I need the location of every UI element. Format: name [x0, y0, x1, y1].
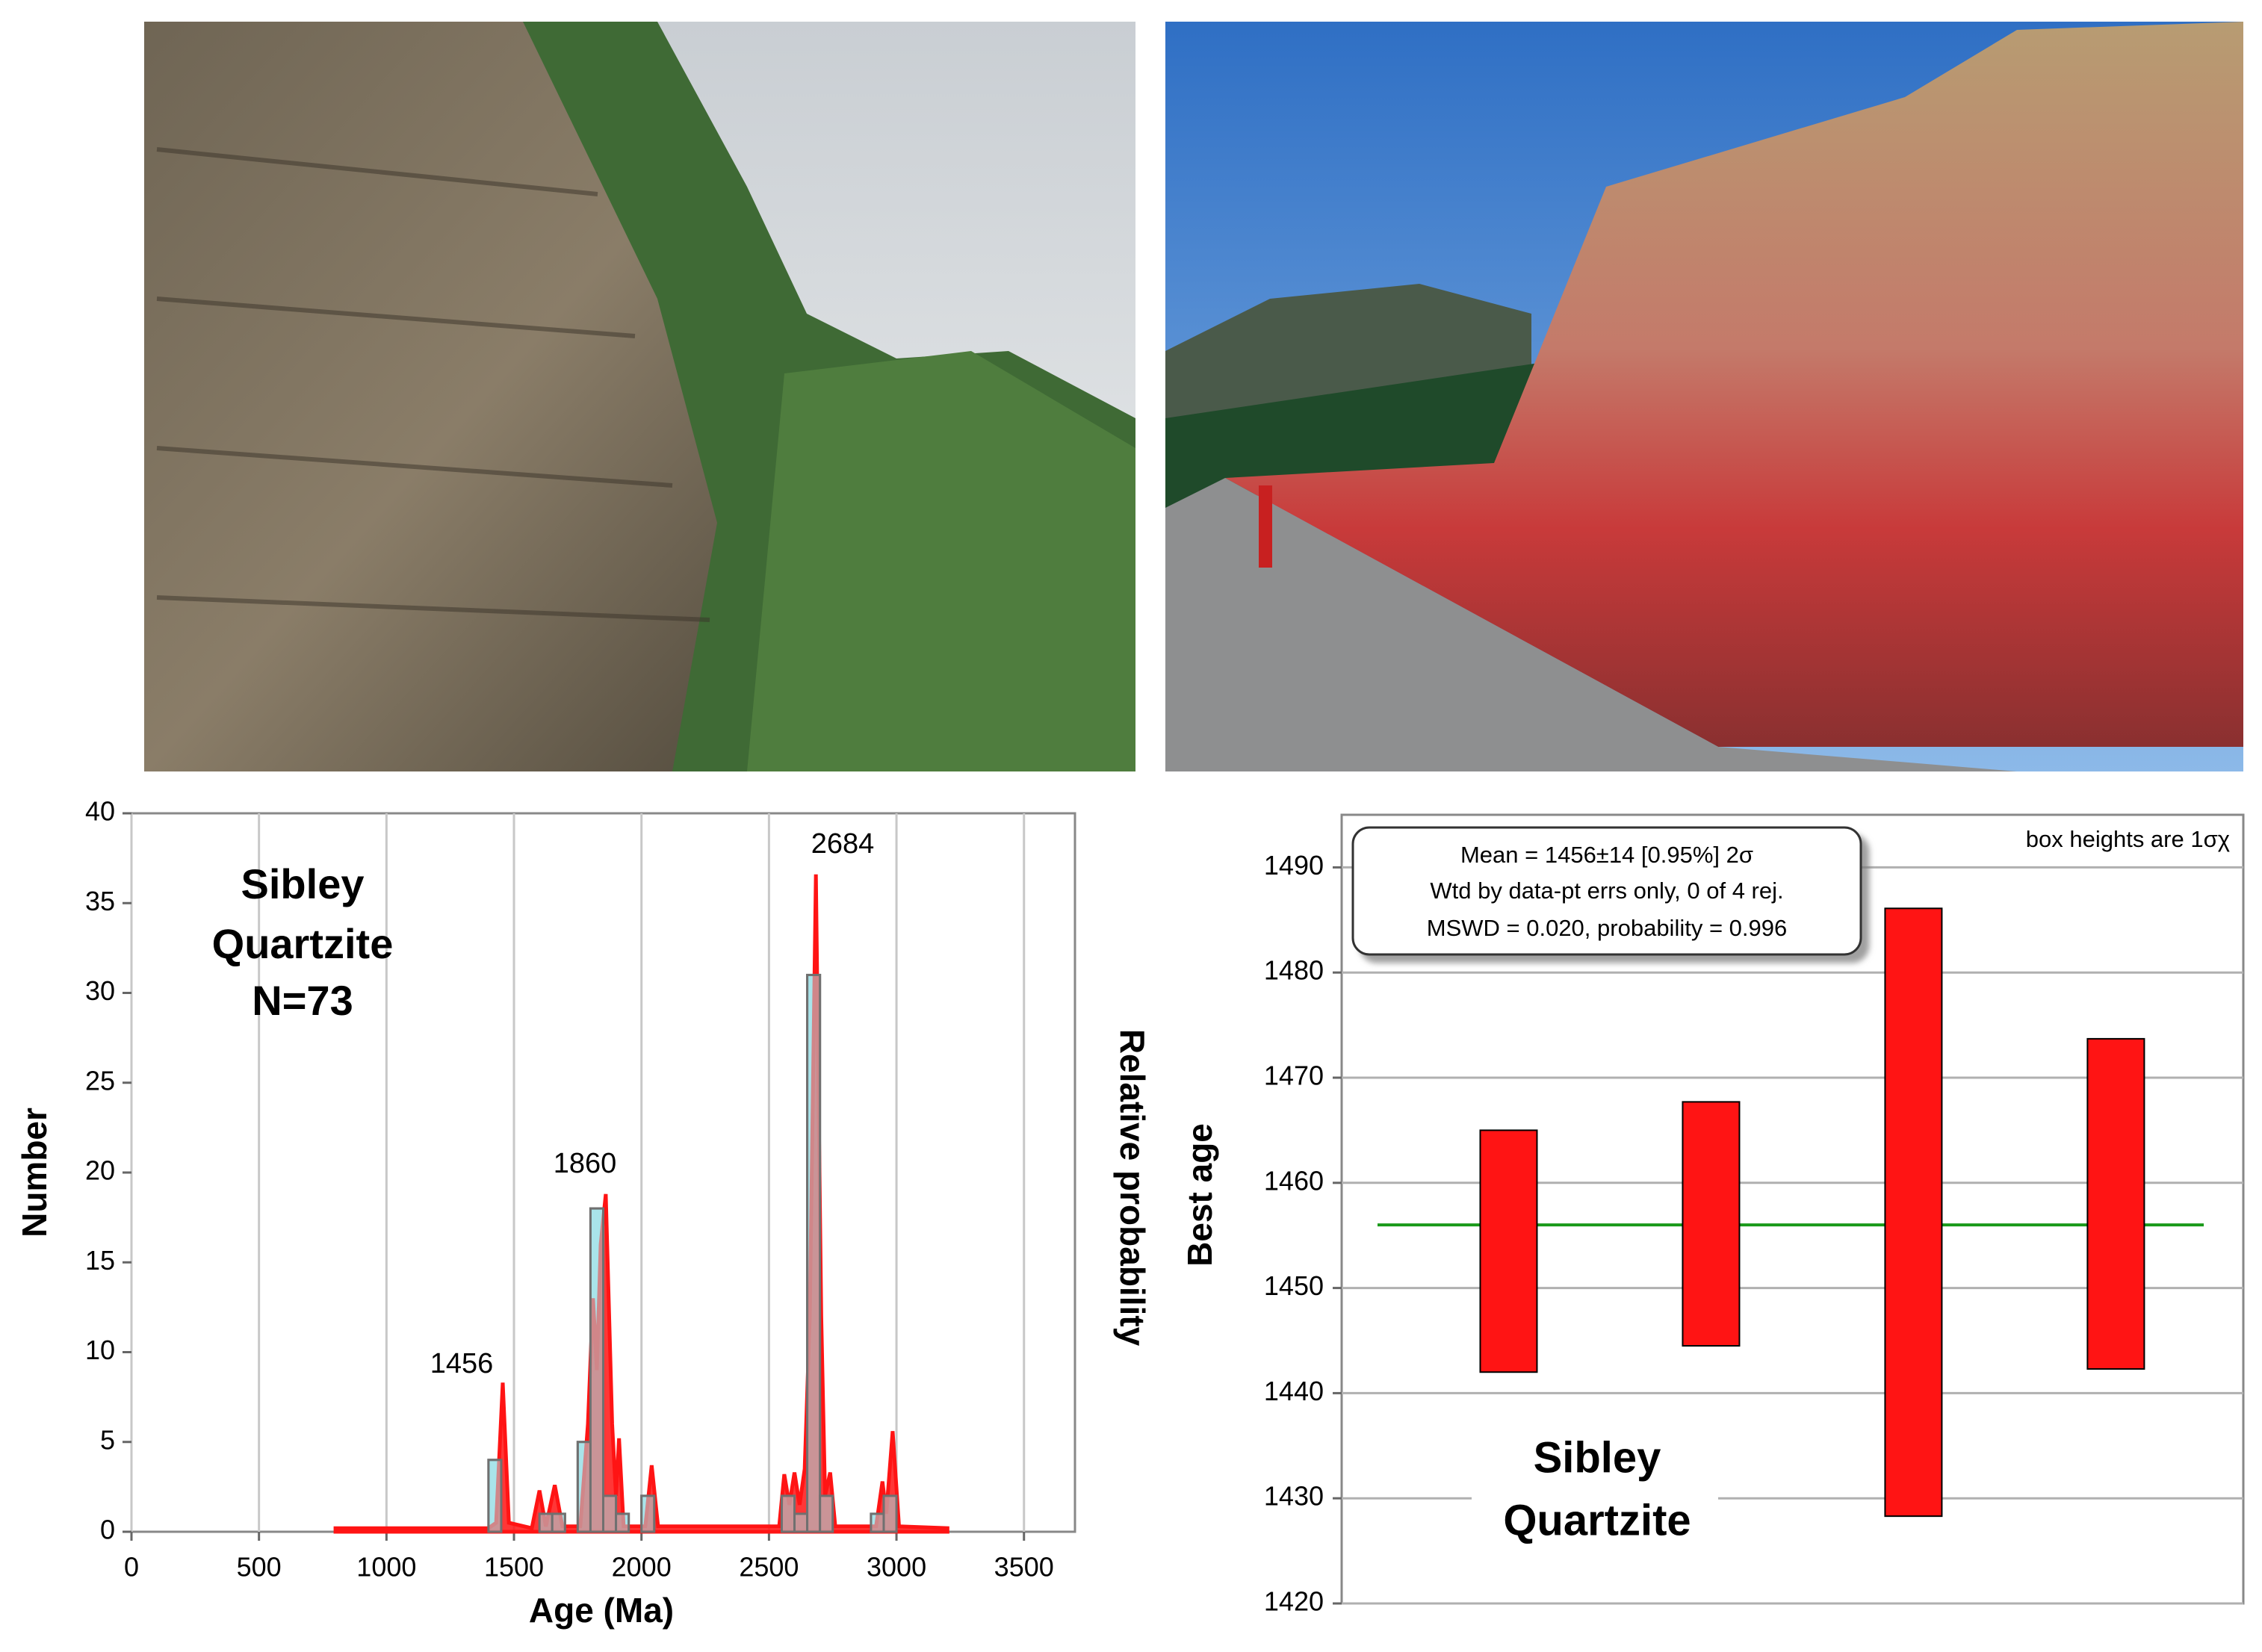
x-tick-label: 1500: [484, 1552, 544, 1583]
histogram-bar-outline: [551, 1512, 566, 1533]
y-tick-label: 20: [85, 1155, 115, 1186]
inset-label: Quartzite: [212, 920, 394, 967]
y-tick-label: 15: [85, 1245, 115, 1276]
histogram-bar-outline: [882, 1494, 898, 1533]
peak-label: 1456: [430, 1348, 494, 1379]
peak-label: 1860: [554, 1148, 617, 1179]
y-tick-label: 1490: [1264, 850, 1324, 881]
histogram-bar-outline: [819, 1494, 834, 1533]
photo-right: [1165, 22, 2243, 771]
histogram-bar-outline: [576, 1441, 592, 1533]
x-tick-label: 2000: [612, 1552, 672, 1583]
y-tick-label: 40: [85, 796, 115, 827]
histogram-bar-outline: [602, 1494, 618, 1533]
inset-label: Quartzite: [1503, 1496, 1691, 1544]
x-tick-label: 1000: [356, 1552, 416, 1583]
y-axis-label: Best age: [1180, 1123, 1219, 1267]
y-tick-label: 0: [100, 1515, 115, 1545]
error-box: [1884, 907, 1943, 1518]
histogram-bar-outline: [640, 1494, 656, 1533]
y2-axis-label: Relative probability: [1113, 1029, 1152, 1347]
x-tick-label: 0: [124, 1552, 139, 1583]
stats-box: [1351, 826, 1862, 956]
stats-text: Wtd by data-pt errs only, 0 of 4 rej.: [1430, 878, 1783, 904]
error-box: [2086, 1037, 2145, 1370]
y-tick-label: 30: [85, 975, 115, 1006]
y-tick-label: 1440: [1264, 1376, 1324, 1406]
histogram-bar-outline: [589, 1207, 605, 1533]
histogram-bar-outline: [538, 1512, 554, 1533]
x-axis-label: Age (Ma): [529, 1591, 674, 1630]
inset-label: Sibley: [1534, 1433, 1661, 1482]
photo-left: [144, 22, 1135, 771]
y-tick-label: 1460: [1264, 1165, 1324, 1196]
x-tick-label: 3000: [867, 1552, 926, 1583]
inset-bg: [1472, 1419, 1718, 1557]
inset-label: N=73: [252, 977, 353, 1024]
stats-text: Mean = 1456±14 [0.95%] 2σ: [1460, 842, 1753, 868]
histogram-bar-outline: [615, 1512, 630, 1533]
y-tick-label: 25: [85, 1065, 115, 1096]
y-tick-label: 1430: [1264, 1481, 1324, 1512]
y-tick-label: 1420: [1264, 1586, 1324, 1617]
y-tick-label: 1480: [1264, 955, 1324, 986]
histogram-bar-outline: [806, 973, 822, 1533]
note: box heights are 1σχ: [2026, 826, 2230, 852]
histogram-bar-outline: [487, 1459, 503, 1533]
peak-label: 2684: [811, 828, 875, 860]
x-tick-label: 500: [237, 1552, 282, 1583]
error-box: [1682, 1101, 1741, 1347]
y-tick-label: 5: [100, 1424, 115, 1455]
inset-label: Sibley: [241, 860, 365, 907]
stats-text: MSWD = 0.020, probability = 0.996: [1427, 915, 1787, 941]
y-tick-label: 10: [85, 1335, 115, 1365]
histogram-bar-outline: [780, 1494, 796, 1533]
x-tick-label: 2500: [739, 1552, 799, 1583]
y-tick-label: 35: [85, 886, 115, 916]
histogram-bar-outline: [793, 1512, 809, 1533]
error-box: [1479, 1129, 1538, 1373]
y-tick-label: 1450: [1264, 1270, 1324, 1301]
y-axis-label: Number: [15, 1108, 54, 1238]
y-tick-label: 1470: [1264, 1061, 1324, 1091]
x-tick-label: 3500: [994, 1552, 1054, 1583]
histogram-bar-outline: [870, 1512, 885, 1533]
